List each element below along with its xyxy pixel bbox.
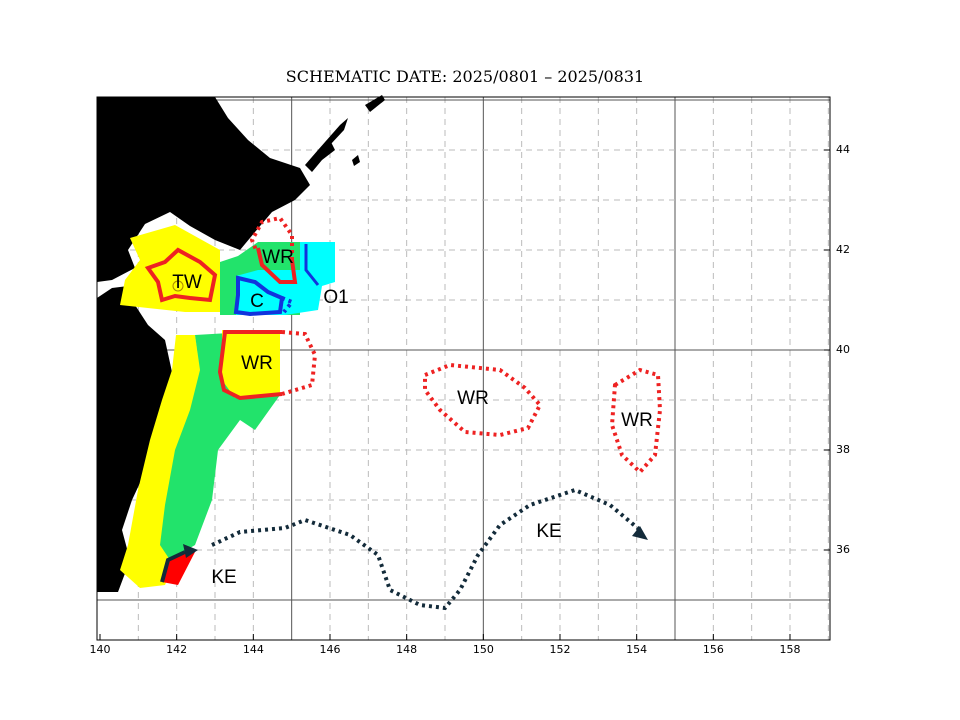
- kuril-3: [365, 95, 385, 112]
- x-tick-label: 144: [243, 643, 264, 656]
- region-label: WR: [621, 410, 653, 431]
- c-contour: [233, 275, 285, 317]
- fronts: [144, 215, 663, 611]
- wr-north-dot: [249, 215, 294, 260]
- region-label: C: [250, 291, 264, 312]
- wr-south-solid: [217, 330, 283, 401]
- x-tick-label: 158: [780, 643, 801, 656]
- region-label: TW: [172, 272, 202, 293]
- kuril-2: [318, 118, 348, 150]
- marker: [172, 280, 184, 292]
- yellow-north: [120, 225, 220, 312]
- red-patch: [162, 552, 195, 585]
- x-tick-label: 152: [550, 643, 571, 656]
- y-tick-label: 44: [836, 143, 850, 156]
- honshu: [97, 286, 172, 592]
- o1-line: [304, 244, 320, 286]
- land: [97, 95, 385, 592]
- ke-solid: [160, 550, 186, 583]
- kuril-1: [305, 140, 335, 172]
- water-masses: [120, 225, 335, 588]
- region-label: WR: [262, 247, 294, 268]
- y-tick-label: 42: [836, 243, 850, 256]
- x-tick-label: 150: [473, 643, 494, 656]
- x-tick-label: 148: [396, 643, 417, 656]
- region-label: WR: [457, 388, 489, 409]
- region-label: KE: [211, 567, 236, 588]
- ke-dot: [211, 487, 642, 611]
- cyan-north: [236, 242, 335, 315]
- y-tick-label: 38: [836, 443, 850, 456]
- kuril-4: [352, 155, 360, 166]
- x-tick-label: 154: [626, 643, 647, 656]
- map-title: SCHEMATIC DATE: 2025/0801 – 2025/0831: [286, 67, 644, 86]
- wr-east-2: [609, 367, 663, 475]
- y-tick-label: 40: [836, 343, 850, 356]
- yellow-south: [120, 335, 205, 588]
- yellow-wr: [222, 330, 280, 398]
- wr-north-solid: [256, 247, 298, 284]
- tw-contour: [144, 247, 218, 303]
- x-tick-label: 156: [703, 643, 724, 656]
- y-tick-label: 36: [836, 543, 850, 556]
- ticks: 140 142 144 146 148 150 152 154 156 158 36 38 40 42 44: [90, 143, 851, 656]
- wr-east-1: [423, 362, 543, 438]
- wr-south-dot: [281, 330, 318, 396]
- frame: [96, 96, 831, 641]
- x-tick-label: 140: [90, 643, 111, 656]
- region-label: WR: [241, 353, 273, 374]
- region-label: KE: [536, 521, 561, 542]
- x-tick-label: 142: [166, 643, 187, 656]
- x-tick-label: 146: [320, 643, 341, 656]
- region-label: O1: [323, 287, 348, 308]
- hokkaido: [97, 97, 310, 282]
